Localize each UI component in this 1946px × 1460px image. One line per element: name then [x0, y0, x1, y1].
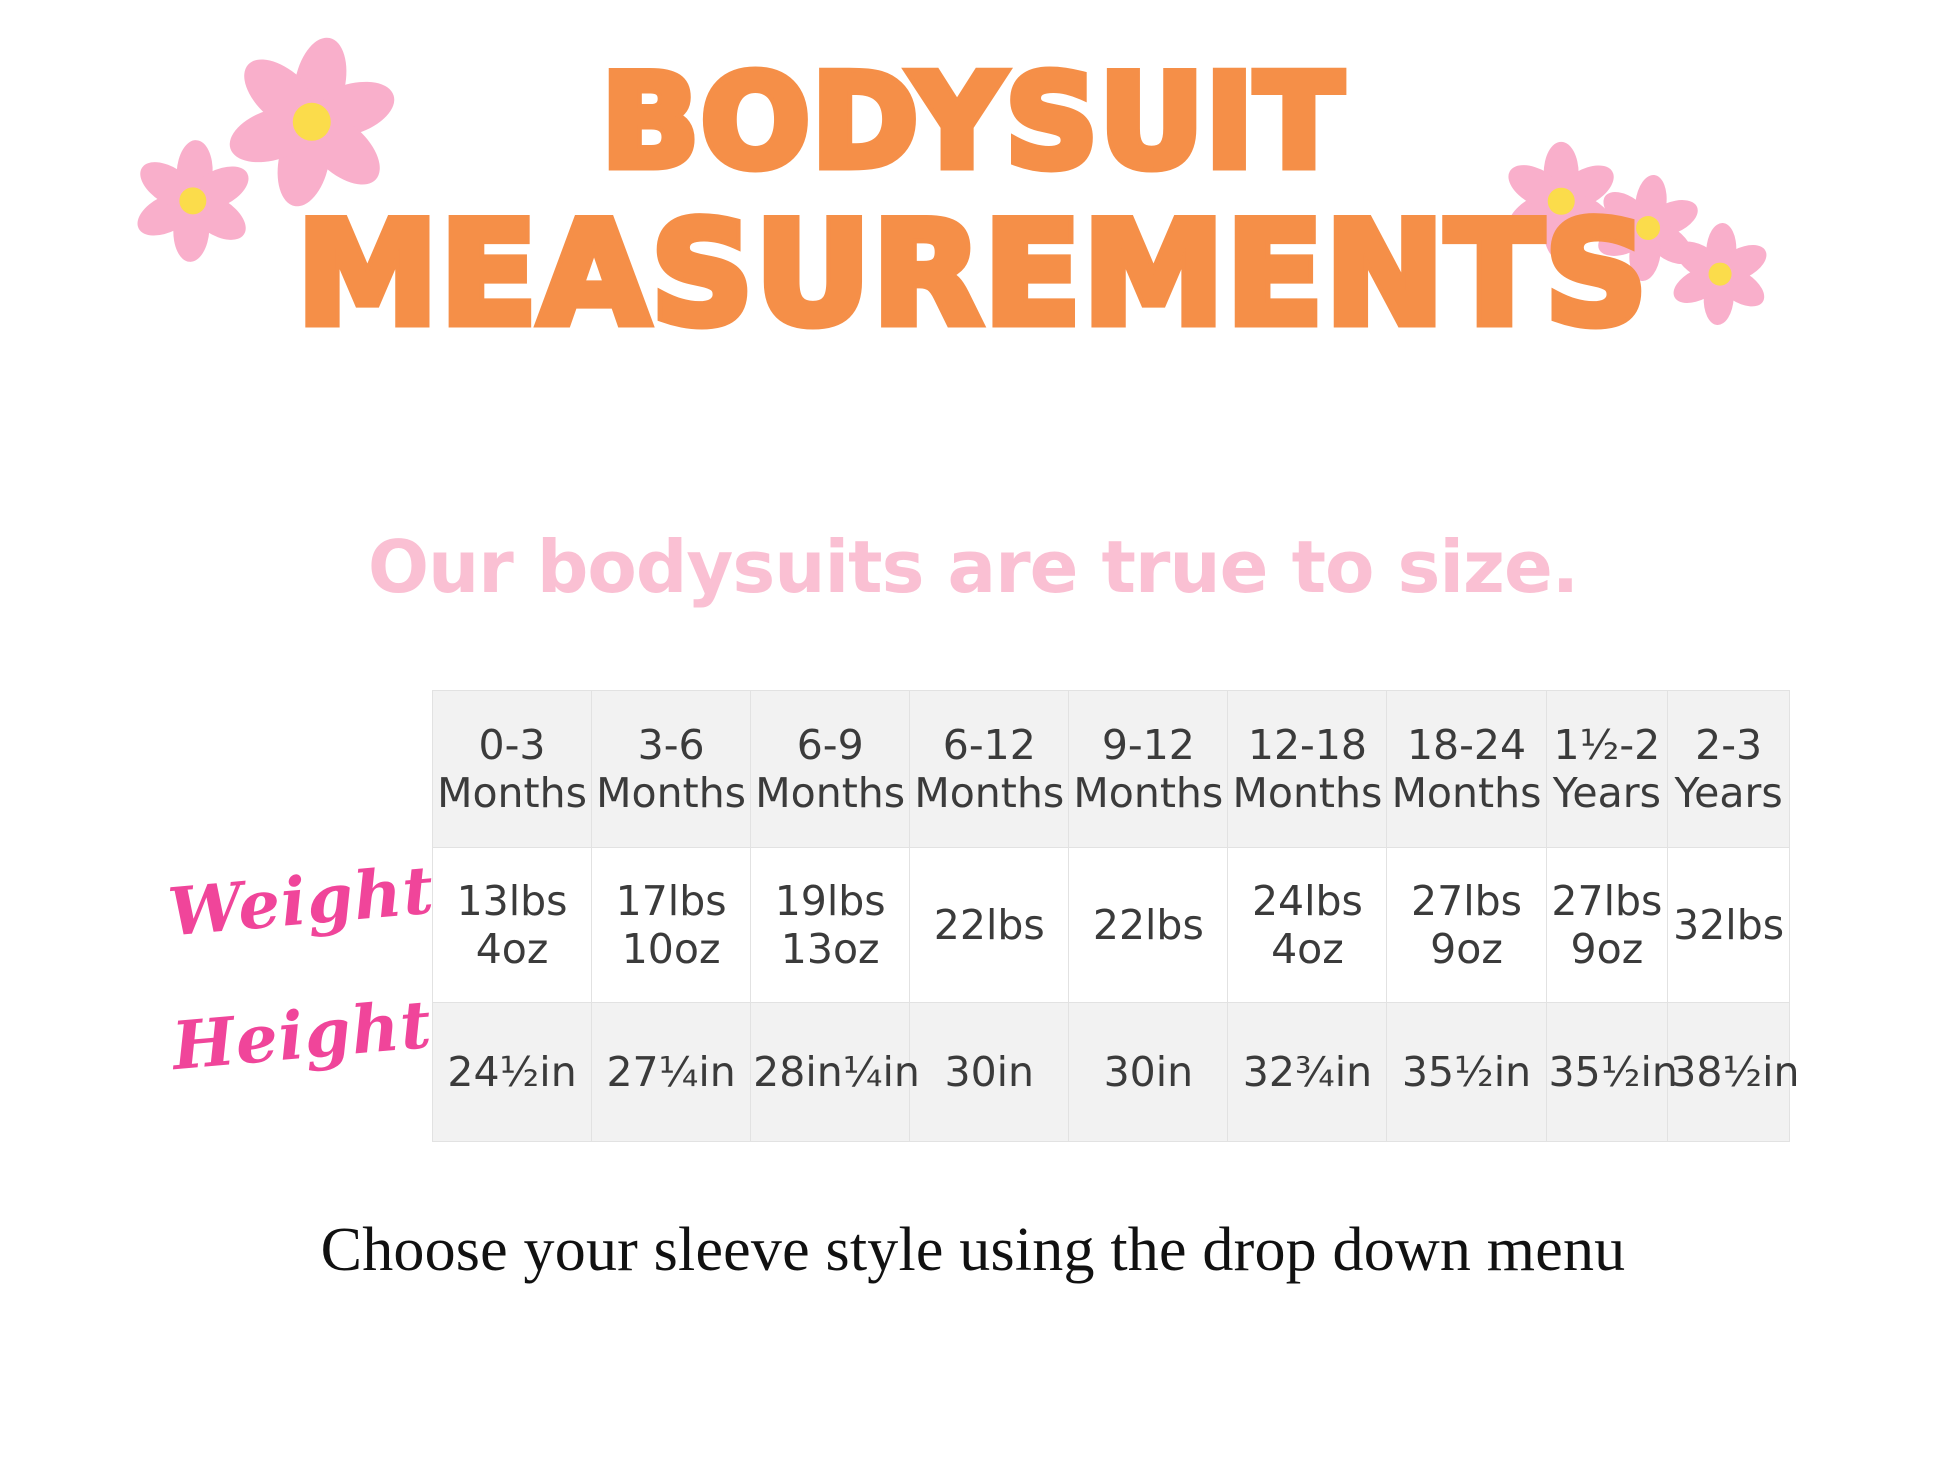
- weight-lbs-value: 13lbs: [456, 876, 568, 925]
- weight-cell: 19lbs 13oz: [750, 847, 911, 1003]
- subtitle-true-to-size: Our bodysuits are true to size.: [367, 525, 1579, 609]
- age-range-value: 3-6: [637, 720, 705, 769]
- age-unit-value: Months: [755, 769, 906, 817]
- height-cell: 30in: [1068, 1002, 1229, 1142]
- flower-right-mid-icon: [1592, 173, 1704, 283]
- weight-cell: 32lbs: [1667, 847, 1790, 1003]
- age-header-cell: 1½-2 Years: [1545, 690, 1669, 848]
- age-header-cell: 18-24 Months: [1386, 690, 1547, 848]
- weight-lbs-value: 27lbs: [1411, 876, 1522, 925]
- age-header-cell: 0-3 Months: [431, 690, 593, 848]
- age-range-value: 0-3: [478, 720, 546, 769]
- flower-right-top-icon: [1501, 141, 1621, 261]
- age-unit-value: Months: [437, 769, 587, 817]
- flower-center: [1636, 216, 1660, 240]
- age-unit-value: Months: [1232, 769, 1383, 817]
- height-cell: 35½in: [1545, 1002, 1678, 1142]
- height-value: 27¼in: [606, 1047, 736, 1096]
- age-unit-value: Months: [1391, 769, 1542, 817]
- weight-lbs-value: 22lbs: [933, 900, 1045, 949]
- table-row-height: 24½in 27¼in 28in¼in 30in 30in 32¾in 35½in 35½in…: [431, 1002, 1800, 1142]
- weight-oz-value: 13oz: [780, 925, 880, 973]
- height-cell: 27¼in: [591, 1002, 752, 1142]
- weight-lbs-value: 19lbs: [774, 876, 886, 925]
- weight-cell: 22lbs: [1068, 847, 1229, 1003]
- age-header-cell: 6-9 Months: [750, 690, 911, 848]
- weight-lbs-value: 17lbs: [615, 876, 727, 925]
- height-value: 24½in: [447, 1047, 577, 1096]
- measurements-table-wrapper: 0-3 Months 3-6 Months 6-9 Months 6-12 Months 9-1…: [431, 690, 1800, 1142]
- flower-center: [1708, 262, 1732, 286]
- weight-cell: 27lbs 9oz: [1545, 847, 1669, 1003]
- age-range-value: 2-3: [1695, 720, 1763, 769]
- height-value: 30in: [944, 1047, 1035, 1096]
- height-value: 28in¼in: [753, 1047, 920, 1096]
- weight-lbs-value: 24lbs: [1251, 876, 1363, 925]
- height-cell: 32¾in: [1227, 1002, 1388, 1142]
- height-cell: 24½in: [431, 1002, 593, 1142]
- weight-oz-value: 9oz: [1430, 925, 1503, 973]
- flower-right-low-icon: [1667, 222, 1773, 326]
- measurements-table: 0-3 Months 3-6 Months 6-9 Months 6-12 Months 9-1…: [431, 690, 1800, 1142]
- age-range-value: 12-18: [1247, 720, 1367, 769]
- age-range-value: 6-12: [942, 720, 1036, 769]
- row-label-height: Height: [169, 984, 435, 1086]
- age-unit-value: Months: [914, 769, 1065, 817]
- row-label-weight: Weight: [165, 850, 438, 952]
- height-cell: 30in: [909, 1002, 1070, 1142]
- height-value: 32¾in: [1242, 1047, 1373, 1096]
- footer-instruction: Choose your sleeve style using the drop …: [320, 1216, 1626, 1284]
- height-cell: 28in¼in: [750, 1002, 920, 1142]
- flower-center: [1547, 187, 1575, 215]
- weight-cell: 22lbs: [909, 847, 1070, 1003]
- height-value: 35½in: [1401, 1047, 1532, 1096]
- weight-cell: 13lbs 4oz: [431, 847, 593, 1003]
- flower-center: [178, 186, 207, 215]
- flower-left-large-icon: [222, 32, 402, 212]
- weight-oz-value: 10oz: [621, 925, 721, 973]
- flower-left-small-icon: [130, 138, 255, 263]
- table-row-weight: 13lbs 4oz 17lbs 10oz 19lbs 13oz 22lbs 22lbs 24lb…: [431, 847, 1790, 1003]
- age-range-value: 1½-2: [1553, 720, 1661, 769]
- flower-center: [292, 102, 332, 142]
- weight-oz-value: 4oz: [1271, 925, 1344, 973]
- weight-lbs-value: 32lbs: [1673, 900, 1785, 949]
- height-cell: 35½in: [1386, 1002, 1547, 1142]
- weight-lbs-value: 27lbs: [1551, 876, 1663, 925]
- weight-cell: 24lbs 4oz: [1227, 847, 1388, 1003]
- age-header-cell: 12-18 Months: [1227, 690, 1388, 848]
- age-unit-value: Years: [1552, 769, 1661, 817]
- weight-lbs-value: 22lbs: [1092, 900, 1204, 949]
- age-range-value: 18-24: [1406, 720, 1527, 769]
- height-value: 35½in: [1548, 1047, 1678, 1096]
- age-header-cell: 6-12 Months: [909, 690, 1070, 848]
- height-cell: 38½in: [1667, 1002, 1800, 1142]
- age-header-cell: 9-12 Months: [1068, 690, 1229, 848]
- age-header-cell: 3-6 Months: [591, 690, 752, 848]
- weight-oz-value: 4oz: [475, 925, 549, 973]
- weight-oz-value: 9oz: [1570, 925, 1644, 973]
- age-unit-value: Months: [1073, 769, 1224, 817]
- weight-cell: 17lbs 10oz: [591, 847, 752, 1003]
- age-header-cell: 2-3 Years: [1667, 690, 1790, 848]
- age-range-value: 6-9: [796, 720, 864, 769]
- height-value: 38½in: [1670, 1047, 1800, 1096]
- age-unit-value: Years: [1674, 769, 1783, 817]
- age-range-value: 9-12: [1101, 720, 1195, 769]
- age-unit-value: Months: [596, 769, 747, 817]
- height-value: 30in: [1103, 1047, 1194, 1096]
- weight-cell: 27lbs 9oz: [1386, 847, 1547, 1003]
- table-row-age-headers: 0-3 Months 3-6 Months 6-9 Months 6-12 Months 9-1…: [431, 690, 1790, 848]
